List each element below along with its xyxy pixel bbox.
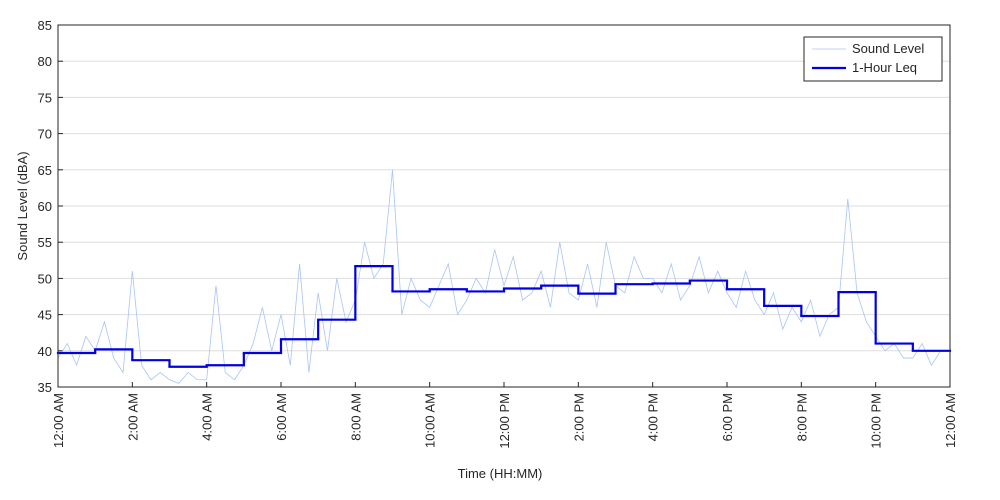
- y-tick-label: 55: [38, 235, 52, 250]
- y-tick-label: 50: [38, 271, 52, 286]
- legend-label: Sound Level: [852, 41, 924, 56]
- y-tick-label: 35: [38, 380, 52, 395]
- x-tick-label: 10:00 AM: [423, 393, 438, 448]
- y-tick-label: 75: [38, 90, 52, 105]
- y-tick-label: 60: [38, 199, 52, 214]
- x-tick-label: 8:00 AM: [348, 393, 363, 441]
- axes-box: [57, 24, 951, 388]
- legend-label: 1-Hour Leq: [852, 60, 917, 75]
- y-tick-label: 80: [38, 54, 52, 69]
- x-tick-label: 4:00 AM: [200, 393, 215, 441]
- y-tick-label: 85: [38, 18, 52, 33]
- x-tick-label: 6:00 AM: [274, 393, 289, 441]
- y-tick-label: 40: [38, 344, 52, 359]
- y-tick-label: 65: [38, 163, 52, 178]
- y-tick-label: 70: [38, 127, 52, 142]
- x-tick-label: 6:00 PM: [720, 393, 735, 441]
- x-axis-label: Time (HH:MM): [458, 466, 543, 481]
- x-tick-label: 2:00 PM: [571, 393, 586, 441]
- x-tick-label: 10:00 PM: [869, 393, 884, 449]
- x-tick-label: 2:00 AM: [125, 393, 140, 441]
- x-tick-label: 4:00 PM: [646, 393, 661, 441]
- x-tick-label: 8:00 PM: [794, 393, 809, 441]
- x-tick-label: 12:00 PM: [497, 393, 512, 449]
- x-tick-label: 12:00 AM: [943, 393, 958, 448]
- y-axis-label: Sound Level (dBA): [15, 151, 30, 260]
- y-tick-label: 45: [38, 308, 52, 323]
- legend-box: [803, 36, 943, 82]
- x-tick-label: 12:00 AM: [51, 393, 66, 448]
- sound-line: [57, 169, 950, 384]
